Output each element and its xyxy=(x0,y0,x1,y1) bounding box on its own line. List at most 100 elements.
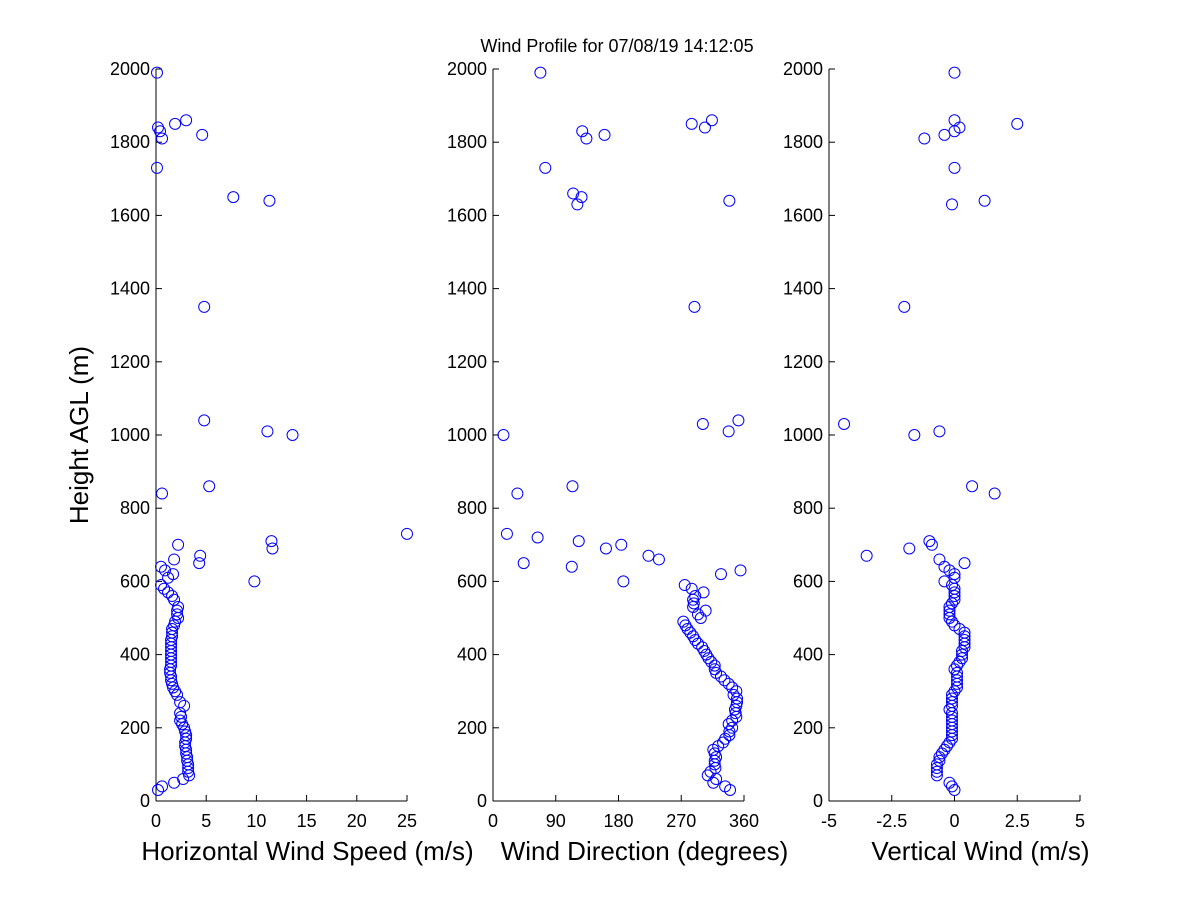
y-tick-label: 1800 xyxy=(447,132,487,152)
data-point xyxy=(948,590,961,603)
x-tick-label: 0 xyxy=(151,811,161,831)
data-point xyxy=(531,531,544,544)
data-point xyxy=(571,198,584,211)
data-point xyxy=(689,590,702,603)
data-point xyxy=(174,696,187,709)
x-tick-label: 360 xyxy=(729,811,759,831)
y-axis-label: Height AGL (m) xyxy=(64,346,94,524)
data-point xyxy=(642,549,655,562)
data-point xyxy=(945,198,958,211)
data-point xyxy=(948,161,961,174)
data-point xyxy=(198,300,211,313)
data-point xyxy=(685,582,698,595)
data-point xyxy=(860,549,873,562)
data-point xyxy=(726,714,739,727)
y-tick-label: 1400 xyxy=(783,279,823,299)
data-point xyxy=(576,125,589,138)
data-point xyxy=(948,66,961,79)
y-tick-label: 400 xyxy=(457,645,487,665)
x-tick-label: 5 xyxy=(201,811,211,831)
data-point xyxy=(722,677,735,690)
data-point xyxy=(248,575,261,588)
data-point xyxy=(617,575,630,588)
data-point xyxy=(169,615,182,628)
data-point xyxy=(677,615,690,628)
y-tick-label: 800 xyxy=(457,498,487,518)
data-point xyxy=(726,681,739,694)
data-point xyxy=(938,743,951,756)
data-point xyxy=(198,414,211,427)
data-point xyxy=(168,553,181,566)
y-tick-label: 1000 xyxy=(110,425,150,445)
chart-title: Wind Profile for 07/08/19 14:12:05 xyxy=(480,36,753,56)
y-tick-label: 0 xyxy=(813,791,823,811)
data-point xyxy=(286,429,299,441)
data-point xyxy=(945,597,958,610)
x-tick-label: 15 xyxy=(297,811,317,831)
data-point xyxy=(652,553,665,566)
x-tick-label: 10 xyxy=(246,811,266,831)
data-point xyxy=(203,480,216,493)
y-tick-label: 1400 xyxy=(447,279,487,299)
y-tick-label: 1600 xyxy=(783,205,823,225)
data-point xyxy=(943,776,956,789)
data-point xyxy=(945,696,958,709)
data-point xyxy=(497,429,510,441)
data-point xyxy=(196,128,209,141)
data-point xyxy=(179,725,192,738)
x-axis-label-direction: Wind Direction (degrees) xyxy=(501,836,789,866)
subplot-vertical: 0 200 400 600 800 1000 1200 1400 1600 1800 2000 -5 -… xyxy=(783,59,1090,866)
data-point xyxy=(401,527,413,540)
data-point xyxy=(723,725,736,738)
data-point xyxy=(565,560,578,573)
data-point xyxy=(266,542,279,555)
y-tick-label: 1800 xyxy=(783,132,823,152)
data-point xyxy=(948,114,961,127)
data-points-speed xyxy=(151,66,413,797)
data-point xyxy=(178,699,191,712)
data-point xyxy=(699,604,712,617)
data-point xyxy=(938,128,951,141)
data-point xyxy=(156,487,169,500)
y-tick-label: 400 xyxy=(120,645,150,665)
data-point xyxy=(948,663,961,676)
data-point xyxy=(978,194,991,207)
y-tick-label: 0 xyxy=(477,791,487,811)
data-point xyxy=(951,659,964,672)
data-point xyxy=(718,674,731,687)
data-point xyxy=(712,740,725,753)
data-point xyxy=(580,132,593,145)
data-point xyxy=(177,773,190,786)
data-point xyxy=(726,721,739,734)
data-point xyxy=(933,425,946,438)
x-tick-label: 0 xyxy=(949,811,959,831)
data-point xyxy=(707,776,720,789)
data-point xyxy=(166,626,179,639)
data-point xyxy=(719,732,732,745)
data-point xyxy=(723,194,736,207)
data-point xyxy=(943,703,956,716)
data-point xyxy=(930,765,943,778)
data-point xyxy=(933,754,946,767)
data-point xyxy=(500,527,513,540)
data-point xyxy=(534,66,547,79)
data-point xyxy=(898,300,911,313)
data-point xyxy=(678,579,691,592)
data-point xyxy=(730,699,743,712)
data-point xyxy=(945,714,958,727)
x-tick-label: 2.5 xyxy=(1005,811,1030,831)
data-point xyxy=(945,579,958,592)
data-point xyxy=(511,487,524,500)
data-point xyxy=(194,549,207,562)
y-tick-label: 600 xyxy=(457,571,487,591)
data-point xyxy=(1011,117,1024,130)
y-tick-label: 1800 xyxy=(110,132,150,152)
data-point xyxy=(935,747,948,760)
data-point xyxy=(158,582,171,595)
data-point xyxy=(539,161,552,174)
data-point xyxy=(599,542,612,555)
data-point xyxy=(930,762,943,775)
data-point xyxy=(923,535,936,548)
x-tick-label: -5 xyxy=(821,811,837,831)
